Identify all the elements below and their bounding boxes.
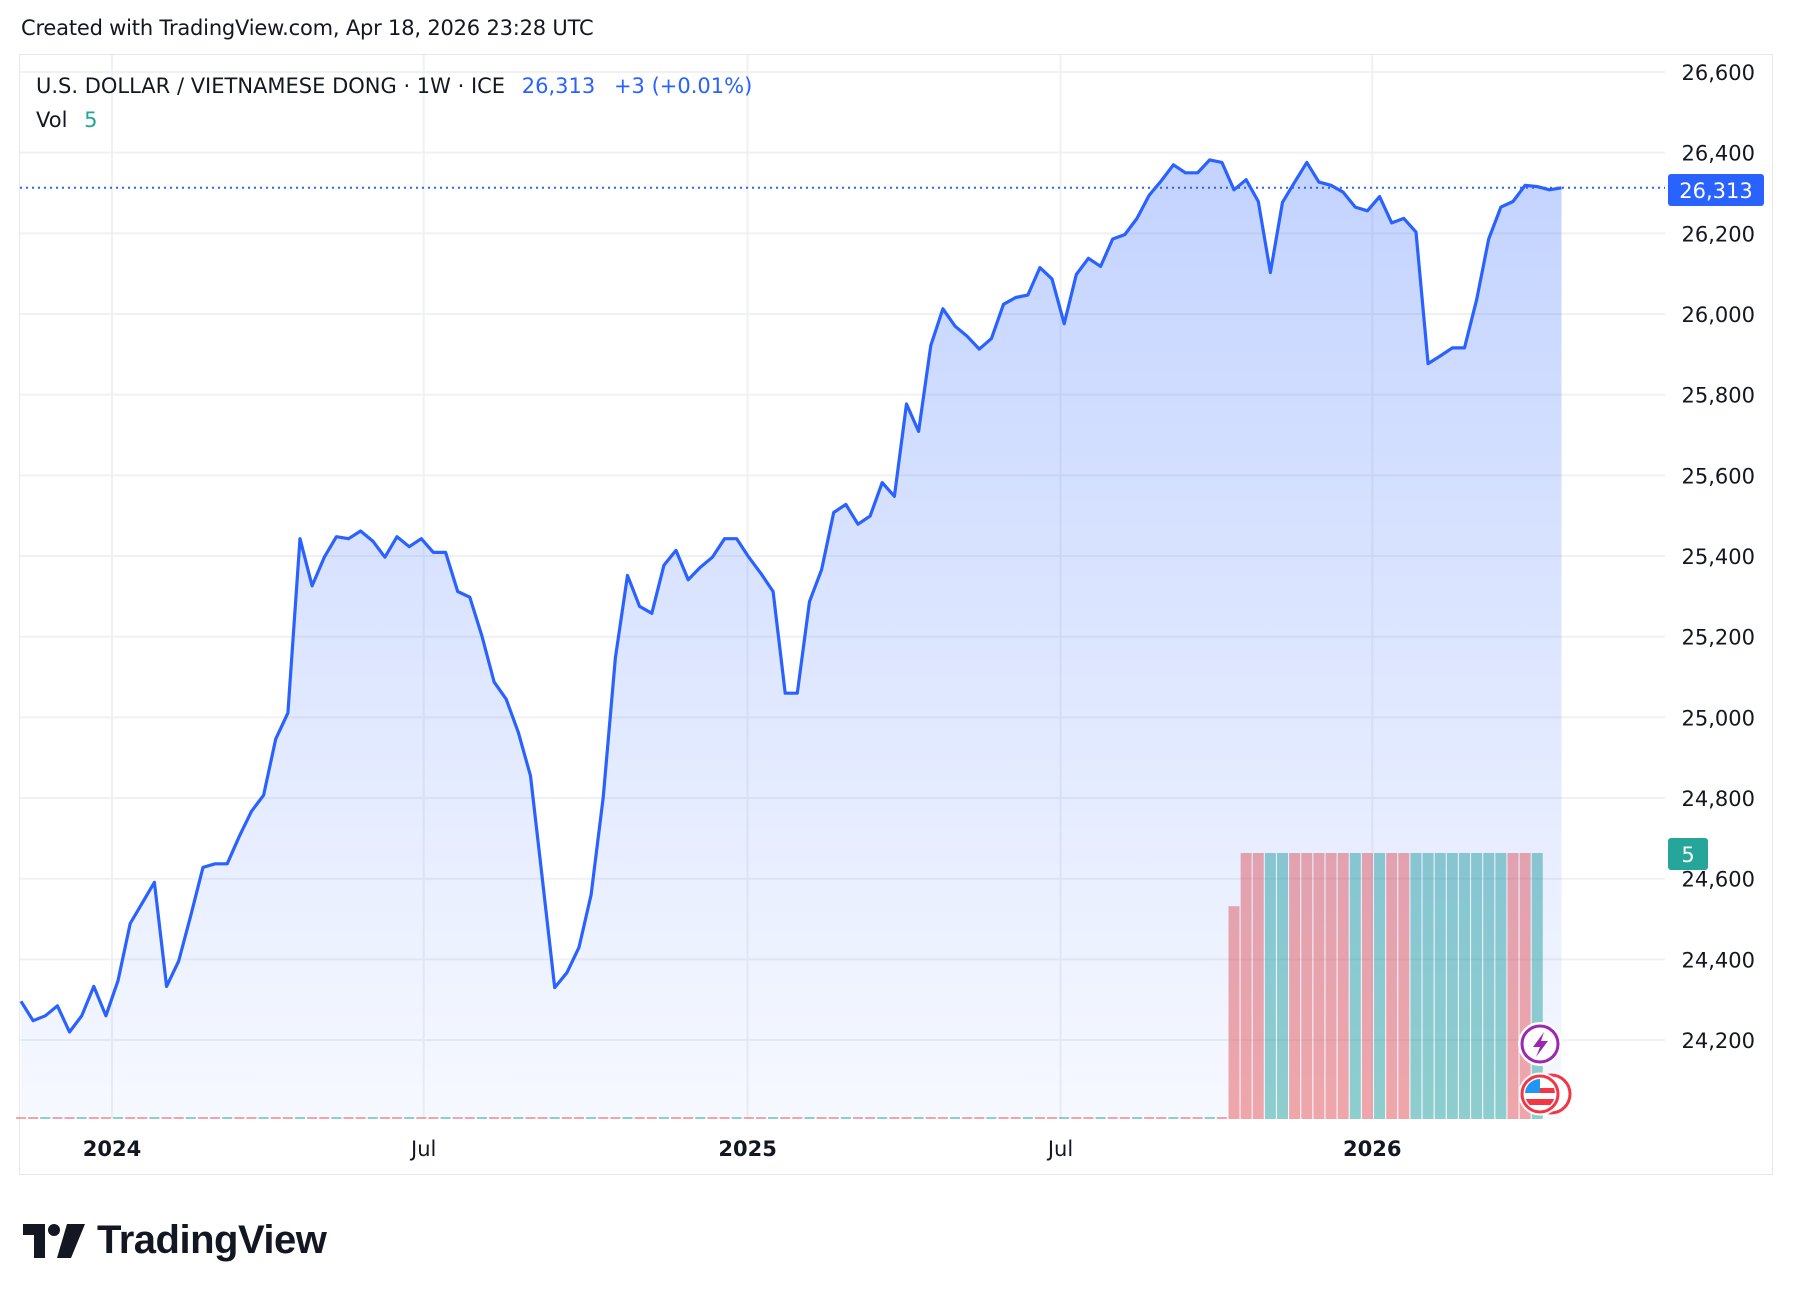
symbol-row[interactable]: U.S. DOLLAR / VIETNAMESE DONG · 1W · ICE… [36, 72, 752, 106]
y-tick-label: 25,400 [1682, 545, 1755, 569]
y-tick-label: 25,800 [1682, 384, 1755, 408]
volume-label: Vol [36, 108, 68, 132]
y-tick-label: 24,200 [1682, 1029, 1755, 1053]
y-tick-label: 26,000 [1682, 303, 1755, 327]
price-axis[interactable]: 26,600 26,400 26,200 26,000 25,800 25,600 25,4… [1682, 61, 1755, 1053]
y-tick-label: 25,000 [1682, 706, 1755, 730]
x-tick-label: 2025 [718, 1137, 776, 1161]
volume-row[interactable]: Vol 5 [36, 106, 752, 140]
last-price: 26,313 [521, 74, 596, 98]
y-tick-label: 24,800 [1682, 787, 1755, 811]
price-line [19, 158, 1562, 1034]
y-tick-label: 25,600 [1682, 464, 1755, 488]
price-area-fill [21, 159, 1562, 1119]
y-tick-label: 26,400 [1682, 142, 1755, 166]
x-tick-label: Jul [409, 1137, 436, 1161]
volume-badge-text: 5 [1681, 843, 1694, 867]
y-tick-label: 24,600 [1682, 868, 1755, 892]
x-tick-label: 2024 [83, 1137, 141, 1161]
x-tick-label: 2026 [1343, 1137, 1401, 1161]
created-with-caption: Created with TradingView.com, Apr 18, 20… [21, 16, 594, 40]
volume-value: 5 [84, 108, 98, 132]
tradingview-logo-text: TradingView [97, 1218, 327, 1262]
lightning-event-icon[interactable] [1518, 1022, 1562, 1066]
x-tick-label: Jul [1046, 1137, 1073, 1161]
y-tick-label: 26,200 [1682, 222, 1755, 246]
y-tick-label: 24,400 [1682, 948, 1755, 972]
us-economic-event-icon[interactable] [1518, 1072, 1572, 1116]
tradingview-logo[interactable]: TradingView [23, 1218, 327, 1263]
price-change: +3 (+0.01%) [613, 74, 753, 98]
tradingview-logo-icon [23, 1223, 85, 1258]
time-axis[interactable]: 2024 Jul 2025 Jul 2026 [83, 1137, 1402, 1161]
chart-frame[interactable] [19, 54, 1773, 1175]
volume-badge: 5 [1668, 838, 1708, 870]
y-tick-label: 25,200 [1682, 626, 1755, 650]
last-price-badge: 26,313 [1668, 174, 1764, 206]
last-price-badge-text: 26,313 [1679, 179, 1752, 203]
chart-legend: U.S. DOLLAR / VIETNAMESE DONG · 1W · ICE… [36, 72, 752, 140]
y-tick-label: 26,600 [1682, 61, 1755, 85]
symbol-title: U.S. DOLLAR / VIETNAMESE DONG · 1W · ICE [36, 74, 506, 98]
